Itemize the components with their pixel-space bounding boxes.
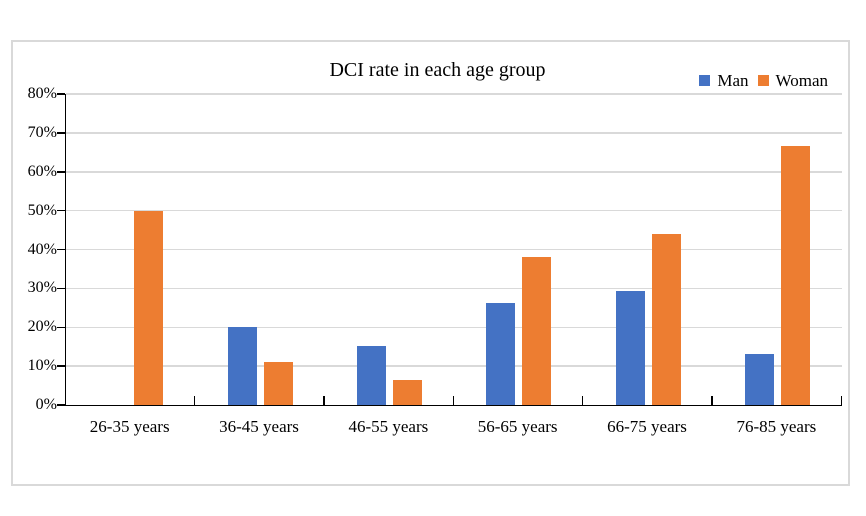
plot-area	[57, 93, 842, 406]
gridline-30	[66, 287, 842, 290]
x-tick-1	[193, 396, 196, 405]
legend: Man Woman	[699, 72, 828, 89]
x-tick-3	[452, 396, 454, 405]
y-tick-label: 60%	[27, 162, 57, 180]
chart-container: DCI rate in each age group Man Woman 0% 10…	[11, 40, 850, 486]
legend-label: Man	[717, 71, 749, 90]
x-tick-6	[840, 396, 842, 405]
x-category-label: 46-55 years	[348, 417, 429, 436]
gridline-40	[66, 248, 842, 251]
y-tick-10	[57, 365, 65, 367]
y-tick-20	[57, 326, 65, 328]
bar-woman-66-75-years	[651, 233, 681, 405]
y-tick-70	[57, 132, 65, 134]
legend-swatch-woman-icon	[757, 75, 769, 86]
y-tick-30	[57, 287, 65, 290]
bar-man-46-55-years	[356, 345, 386, 405]
gridline-20	[66, 326, 842, 328]
x-category-label: 66-75 years	[607, 417, 687, 436]
bar-woman-26-35-years	[134, 210, 164, 405]
gridline-80	[66, 93, 842, 95]
legend-item-man: Man	[699, 71, 749, 90]
legend-swatch-man-icon	[699, 75, 711, 86]
bar-man-56-65-years	[486, 302, 516, 405]
y-tick-50	[57, 209, 65, 212]
bar-woman-46-55-years	[392, 379, 422, 405]
y-tick-80	[57, 93, 65, 95]
gridline-50	[66, 209, 842, 212]
x-tick-2	[323, 396, 325, 405]
y-tick-label: 0%	[35, 396, 57, 413]
x-category-label: 36-45 years	[219, 417, 299, 436]
x-axis-labels: 26-35 years 36-45 years 46-55 years 56-65 y…	[65, 416, 841, 442]
y-axis-labels: 0% 10% 20% 30% 40% 50% 60% 70% 80%	[13, 85, 57, 413]
legend-item-woman: Woman	[757, 71, 828, 90]
legend-label: Woman	[775, 71, 828, 90]
bar-woman-76-85-years	[780, 145, 810, 405]
chart-title: DCI rate in each age group	[329, 59, 546, 81]
x-category-label: 76-85 years	[736, 417, 817, 436]
x-tick-5	[711, 396, 713, 405]
bar-man-66-75-years	[615, 290, 645, 405]
bar-man-76-85-years	[744, 353, 774, 405]
y-tick-label: 10%	[27, 357, 57, 375]
bar-woman-56-65-years	[522, 256, 552, 405]
x-category-label: 56-65 years	[477, 417, 558, 436]
y-tick-label: 80%	[27, 85, 57, 102]
bar-woman-36-45-years	[263, 361, 293, 405]
bar-man-36-45-years	[227, 327, 257, 405]
x-tick-4	[581, 396, 584, 405]
y-tick-0	[57, 404, 65, 406]
gridline-10	[66, 365, 842, 367]
y-tick-label: 40%	[27, 240, 57, 258]
x-category-label: 26-35 years	[89, 417, 170, 436]
y-tick-label: 50%	[27, 201, 57, 219]
y-tick-60	[57, 171, 65, 173]
y-tick-label: 70%	[27, 123, 57, 141]
y-tick-label: 20%	[27, 318, 57, 336]
y-tick-label: 30%	[27, 279, 57, 297]
y-tick-40	[57, 248, 65, 251]
gridline-70	[66, 132, 842, 134]
gridline-60	[66, 171, 842, 173]
